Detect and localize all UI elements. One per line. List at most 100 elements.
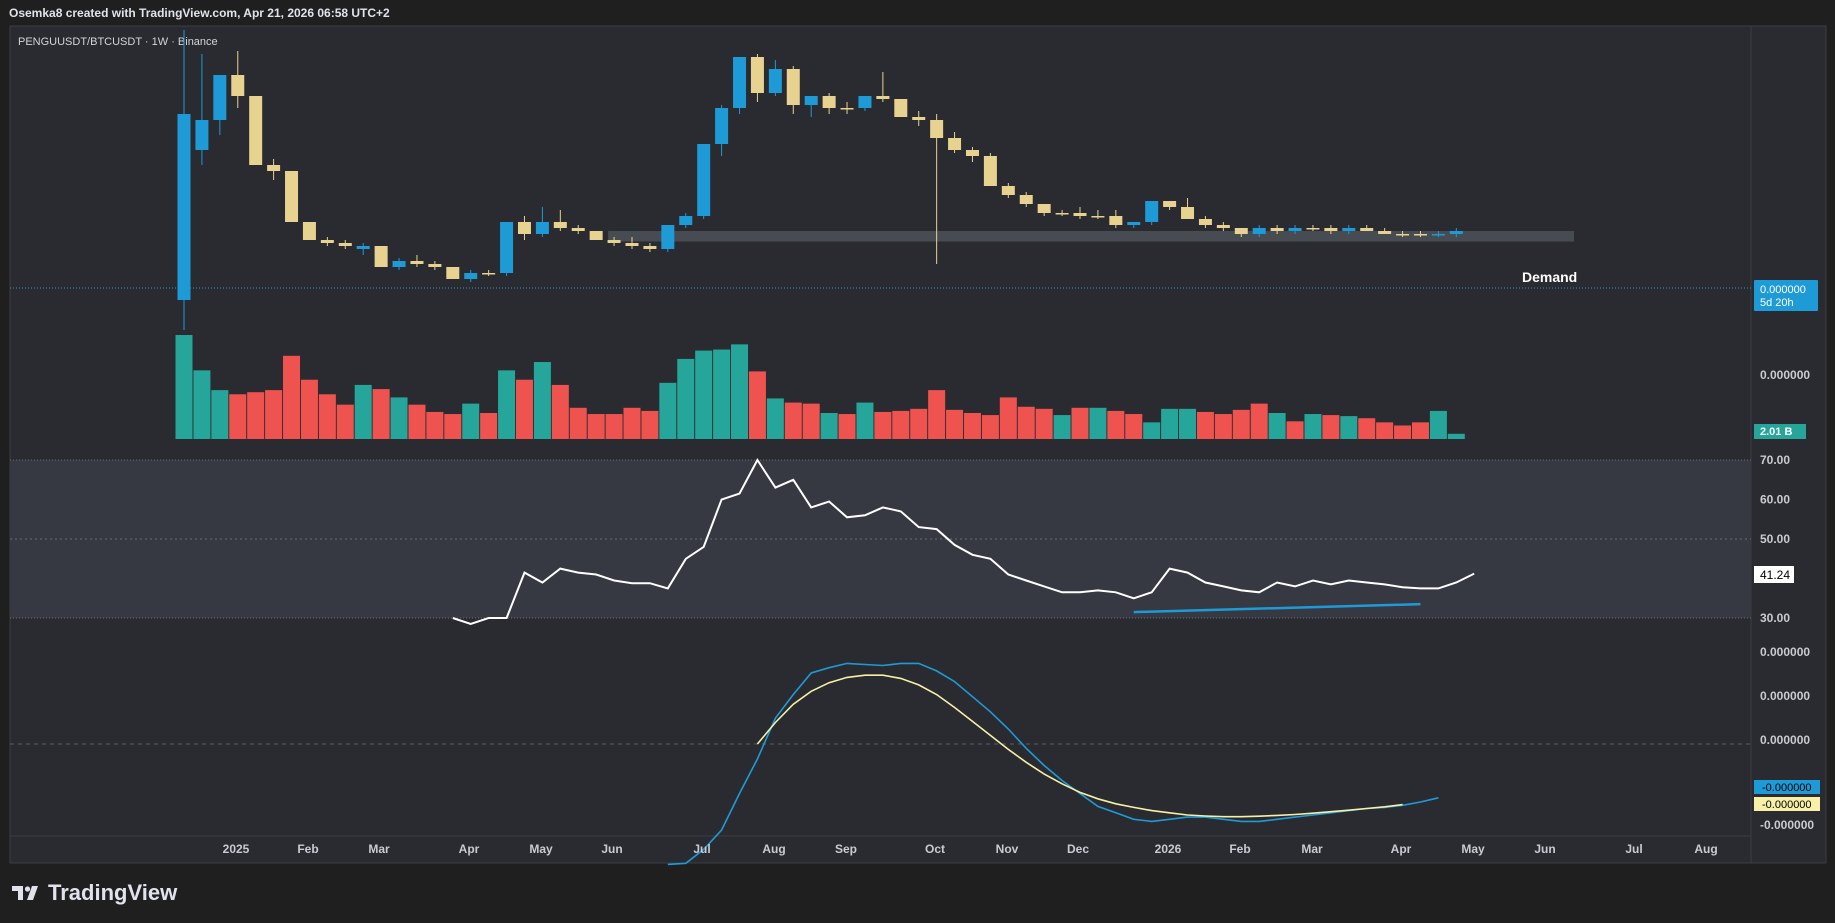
candle-body (1001, 186, 1015, 195)
volume-bar (569, 407, 587, 439)
candle-body (1216, 225, 1230, 228)
candle-body (1127, 222, 1141, 225)
volume-bar (838, 414, 856, 439)
volume-bar (1196, 411, 1214, 439)
volume-bar (211, 390, 229, 439)
candle-body (1431, 234, 1445, 236)
volume-bar (1089, 407, 1107, 439)
candle-body (1413, 234, 1427, 236)
candle-body (177, 114, 191, 300)
candle-body (643, 246, 657, 249)
volume-bar (354, 384, 372, 439)
volume-bar (1358, 418, 1376, 439)
candle-body (1234, 228, 1248, 234)
volume-bar (856, 402, 874, 439)
volume-bar (766, 398, 784, 439)
candle-body (356, 246, 370, 249)
volume-bar (784, 402, 802, 439)
volume-bar (587, 414, 605, 439)
volume-bar (713, 349, 731, 439)
candle-body (1396, 234, 1410, 236)
candle-body (571, 228, 585, 231)
candle-body (1145, 201, 1159, 222)
volume-bar (1322, 415, 1340, 439)
candle-body (983, 156, 997, 186)
signal-current-value: -0.000000 (1762, 799, 1812, 811)
volume-bar (1017, 406, 1035, 439)
time-axis-tick: May (1461, 842, 1485, 856)
volume-bar (820, 413, 838, 439)
volume-bar (515, 379, 533, 439)
time-axis-tick: Aug (1694, 842, 1717, 856)
volume-bar (641, 410, 659, 439)
candle-body (392, 261, 406, 267)
time-axis-tick: Jun (1534, 842, 1555, 856)
volume-bar (1340, 416, 1358, 439)
candle-body (697, 144, 711, 216)
candle-body (768, 69, 782, 93)
volume-bar (963, 413, 981, 439)
volume-bar (498, 370, 516, 439)
volume-bar (318, 394, 336, 439)
candle-body (1019, 195, 1033, 204)
volume-bar (1214, 414, 1232, 439)
candle-body (858, 96, 872, 108)
volume-bar (408, 404, 426, 439)
time-axis-tick: Apr (1391, 842, 1412, 856)
countdown-value: 5d 20h (1760, 297, 1794, 309)
volume-bar (229, 394, 247, 439)
candle-body (750, 57, 764, 93)
rsi-value-badge (1754, 566, 1794, 583)
volume-bar (946, 409, 964, 439)
volume-bar (1250, 403, 1268, 439)
volume-bar (1286, 421, 1304, 439)
macd-axis-tick: 0.000000 (1760, 645, 1810, 659)
volume-bar (265, 390, 283, 439)
time-axis-tick: 2025 (223, 842, 250, 856)
candle-body (285, 171, 299, 222)
volume-bar (1232, 409, 1250, 439)
candle-body (661, 225, 675, 249)
brand-name: TradingView (48, 880, 178, 905)
time-axis-tick: Sep (835, 842, 857, 856)
signal-line (756, 674, 1403, 818)
candle-body (965, 150, 979, 156)
volume-badge (1754, 424, 1806, 439)
tradingview-logo[interactable]: TradingView (12, 880, 177, 906)
volume-bar (928, 390, 946, 439)
candle-body (267, 165, 281, 171)
candle-body (1073, 213, 1087, 216)
candle-body (500, 222, 514, 273)
volume-bar (426, 411, 444, 439)
volume-bar (175, 335, 193, 439)
volume-bar (659, 382, 677, 439)
time-axis-tick: Jul (693, 842, 710, 856)
candle-body (1288, 228, 1302, 231)
candle-body (553, 222, 567, 228)
rsi-line (452, 458, 1475, 625)
time-axis-tick: Feb (1229, 842, 1250, 856)
candle-body (249, 96, 263, 165)
candle-body (1306, 228, 1320, 230)
volume-bar (874, 411, 892, 439)
candle-body (1270, 228, 1284, 231)
time-axis-tick: 2026 (1155, 842, 1182, 856)
candle-body (894, 99, 908, 117)
volume-bar (193, 370, 211, 439)
candle-body (733, 57, 747, 108)
candle-body (679, 216, 693, 225)
rsi-axis-tick: 70.00 (1760, 453, 1790, 467)
candle-body (912, 117, 926, 120)
volume-bar (1125, 414, 1143, 439)
candle-body (535, 222, 549, 234)
volume-bar (247, 392, 265, 439)
chart-frame (9, 25, 1827, 864)
macd-axis-tick: 0.000000 (1760, 733, 1810, 747)
symbol-title: PENGUUSDT/BTCUSDT · 1W · Binance (18, 36, 218, 48)
candle-body (786, 69, 800, 105)
volume-bar (283, 355, 301, 439)
volume-bar (910, 408, 928, 439)
volume-bar (623, 407, 641, 439)
volume-bar (892, 410, 910, 439)
